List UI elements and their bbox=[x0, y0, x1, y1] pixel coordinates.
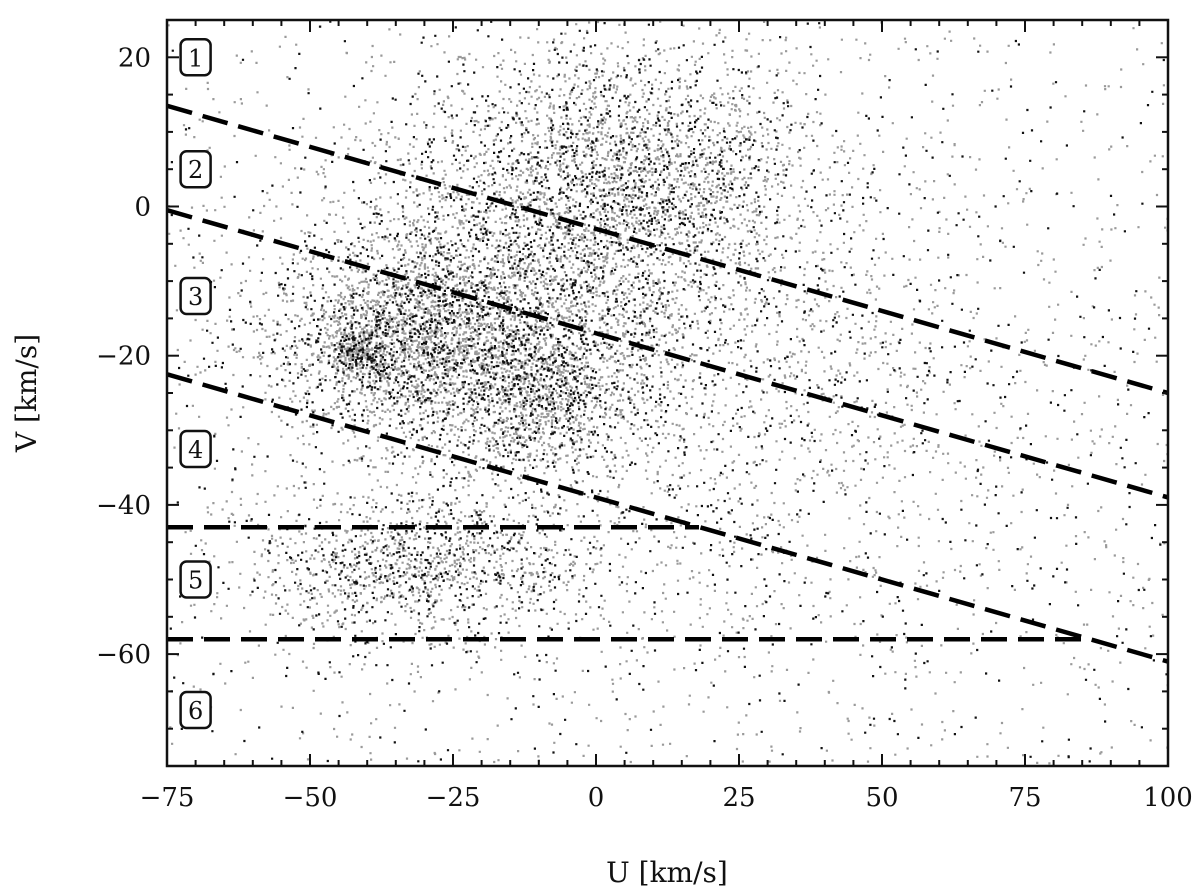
region-label-text: 2 bbox=[188, 156, 203, 184]
dividing-line-3 bbox=[167, 372, 1168, 664]
x-tick-label: 25 bbox=[722, 783, 755, 813]
region-label-5: 5 bbox=[179, 560, 212, 599]
region-label-1: 1 bbox=[179, 38, 212, 77]
x-tick-label: −50 bbox=[283, 783, 338, 813]
region-label-text: 4 bbox=[188, 436, 203, 464]
region-label-6: 6 bbox=[179, 690, 212, 730]
region-label-text: 1 bbox=[188, 44, 203, 72]
x-tick-label: −75 bbox=[140, 783, 195, 813]
y-tick-label: −40 bbox=[96, 491, 151, 521]
y-tick-label: −60 bbox=[96, 640, 151, 670]
region-label-text: 5 bbox=[188, 567, 203, 595]
region-label-4: 4 bbox=[179, 429, 212, 469]
region-label-box bbox=[179, 560, 212, 599]
dividing-line-1 bbox=[167, 103, 1168, 396]
x-tick-label: 0 bbox=[588, 783, 605, 813]
region-label-box bbox=[179, 429, 212, 469]
y-axis-label: V [km/s] bbox=[10, 334, 43, 453]
x-axis-label: U [km/s] bbox=[606, 856, 728, 889]
region-label-box bbox=[179, 690, 212, 730]
y-tick-label: −20 bbox=[96, 342, 151, 372]
x-tick-label: −25 bbox=[426, 783, 481, 813]
region-label-text: 6 bbox=[188, 697, 203, 725]
scatter-points-dark bbox=[168, 20, 1168, 766]
x-tick-label: 50 bbox=[865, 783, 898, 813]
region-label-text: 3 bbox=[188, 283, 203, 311]
region-labels: 1 2 3 4 5 6 bbox=[179, 38, 212, 730]
region-label-box bbox=[179, 38, 212, 77]
region-label-3: 3 bbox=[179, 276, 212, 316]
x-tick-label: 100 bbox=[1143, 783, 1193, 813]
y-tick-label: 20 bbox=[118, 43, 151, 73]
x-tick-label: 75 bbox=[1008, 783, 1041, 813]
region-label-box bbox=[179, 276, 212, 316]
plot-frame bbox=[165, 18, 1170, 768]
region-label-2: 2 bbox=[179, 149, 212, 189]
scatter-points bbox=[167, 20, 1168, 766]
dividing-line-2 bbox=[167, 208, 1168, 500]
scatter-points-light bbox=[167, 20, 1168, 766]
y-tick-label: 0 bbox=[134, 193, 151, 223]
dividing-lines bbox=[167, 103, 1168, 664]
region-label-box bbox=[179, 149, 212, 189]
